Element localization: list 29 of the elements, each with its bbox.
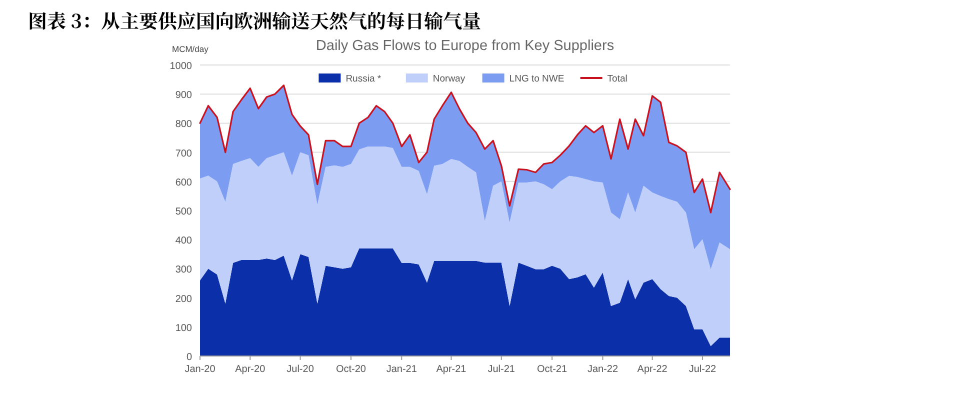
y-tick-label: 100 <box>175 322 192 334</box>
x-tick-label: Jul-20 <box>286 364 314 375</box>
x-tick-label: Jan-20 <box>184 364 216 375</box>
legend-label: Russia * <box>346 74 382 84</box>
y-tick-label: 400 <box>175 236 192 247</box>
legend-label: Norway <box>432 74 466 84</box>
y-tick-label: 800 <box>175 119 192 130</box>
x-tick-label: Oct-20 <box>336 364 366 375</box>
y-tick-label: 500 <box>175 206 192 218</box>
x-tick-label: Jul-22 <box>688 364 717 375</box>
chart-title: 图表 3：从主要供应国向欧洲输送天然气的每日输气量 <box>28 7 482 34</box>
y-tick-label: 700 <box>175 148 192 160</box>
legend-label: LNG to NWE <box>509 74 564 84</box>
x-tick-label: Apr-20 <box>235 364 266 375</box>
legend-label: Total <box>607 74 628 84</box>
x-tick-label: Jan-21 <box>386 364 418 375</box>
x-tick-label: Apr-21 <box>436 364 467 375</box>
x-tick-label: Jan-22 <box>587 364 618 375</box>
x-tick-label: Apr-22 <box>637 364 668 375</box>
y-tick-label: 1000 <box>170 61 192 72</box>
y-axis-title: MCM/day <box>172 44 210 54</box>
x-tick-label: Jul-21 <box>488 364 516 375</box>
chart-subtitle: Daily Gas Flows to Europe from Key Suppliers <box>316 38 614 54</box>
y-tick-label: 0 <box>186 352 192 363</box>
y-tick-label: 300 <box>175 264 192 276</box>
y-tick-label: 200 <box>175 294 192 305</box>
y-tick-label: 900 <box>175 90 192 102</box>
y-tick-label: 600 <box>175 177 192 188</box>
x-tick-label: Oct-21 <box>537 364 568 375</box>
